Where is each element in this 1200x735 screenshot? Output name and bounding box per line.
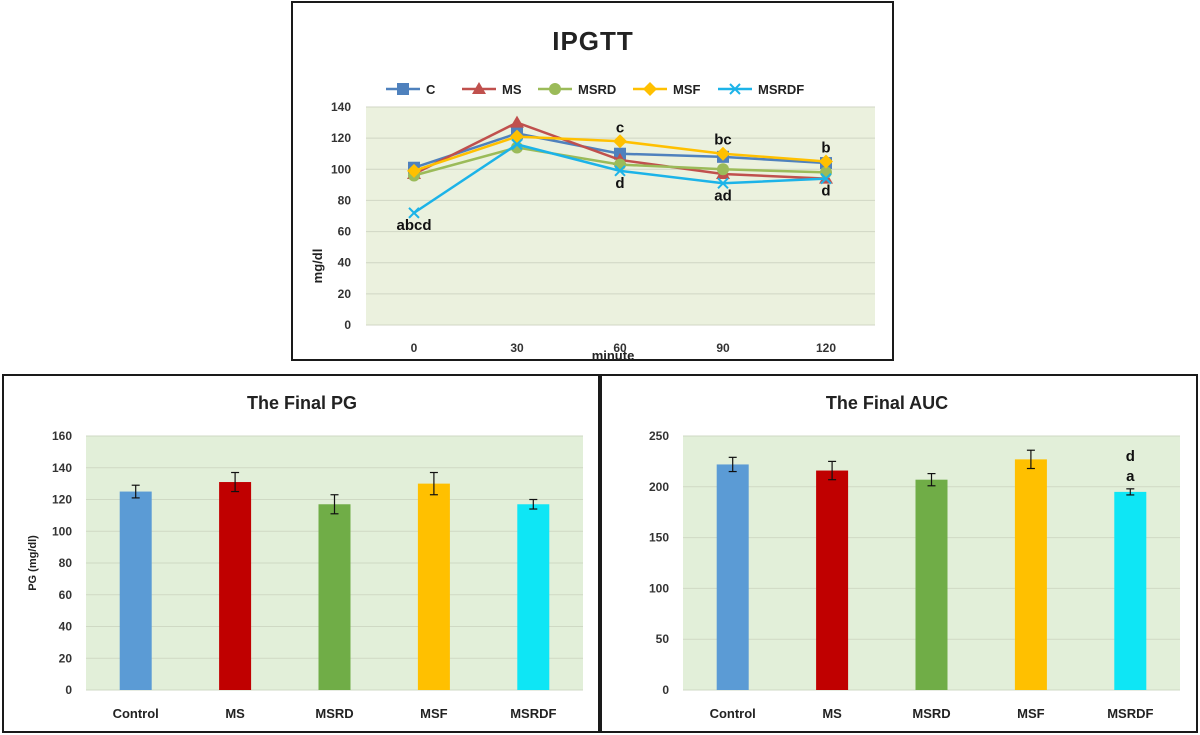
legend-label-c: C — [426, 82, 436, 97]
y-axis-label: mg/dl — [310, 249, 325, 284]
x-tick-label: 0 — [411, 341, 418, 355]
x-axis-label: minute — [592, 348, 635, 363]
bar-msrdf — [517, 504, 550, 690]
category-label: MSRDF — [1107, 706, 1153, 721]
significance-label: d — [615, 175, 624, 192]
bar-control — [716, 464, 749, 690]
category-label: MSF — [1017, 706, 1045, 721]
chart-title: The Final PG — [247, 393, 357, 413]
legend-marker-ms — [472, 82, 486, 94]
y-tick-label: 50 — [656, 632, 670, 646]
x-tick-label: 60 — [613, 341, 627, 355]
y-tick-label: 60 — [59, 588, 73, 602]
y-tick-label: 250 — [649, 429, 669, 443]
y-tick-label: 140 — [331, 100, 351, 114]
data-point-msf — [716, 146, 730, 161]
y-tick-label: 20 — [338, 287, 352, 301]
data-point-msf — [819, 154, 833, 169]
significance-label: a — [1126, 468, 1135, 485]
significance-label: ad — [714, 187, 732, 204]
final-auc-bar-chart: The Final AUC 0 50 100 150 200 250 Control MS M… — [649, 393, 1180, 721]
chart-legend: C MS MSRD MSF MSRDF — [386, 82, 804, 97]
final-pg-bar-chart: The Final PG 0 20 40 60 80 100 120 140 160 Contr… — [27, 393, 583, 721]
bar-msf — [417, 483, 450, 690]
y-tick-label: 40 — [59, 620, 73, 634]
y-tick-label: 80 — [338, 193, 352, 207]
y-tick-label: 140 — [52, 461, 72, 475]
bar-msf — [1014, 459, 1047, 690]
data-point-msrdf — [408, 207, 420, 219]
bar-control — [119, 491, 152, 690]
y-tick-label: 0 — [344, 318, 351, 332]
x-tick-label: 120 — [816, 341, 836, 355]
y-tick-label: 0 — [662, 683, 669, 697]
chart-title: IPGTT — [552, 26, 634, 56]
significance-label: abcd — [396, 217, 431, 234]
category-label: MS — [225, 706, 245, 721]
category-label: MSRD — [315, 706, 353, 721]
category-label: Control — [710, 706, 756, 721]
y-axis-label: PG (mg/dl) — [27, 535, 39, 591]
y-tick-label: 150 — [649, 531, 669, 545]
bar-msrd — [915, 479, 948, 690]
legend-label-msrdf: MSRDF — [758, 82, 804, 97]
legend-marker-msrd — [549, 83, 561, 95]
legend-label-ms: MS — [502, 82, 522, 97]
ipgtt-line-chart: IPGTT C MS MSRD MSF MSRDF 0 20 40 60 80 100 120 140… — [310, 26, 875, 363]
y-tick-label: 60 — [338, 225, 352, 239]
significance-label: d — [1126, 448, 1135, 465]
final-pg-chart-panel: The Final PG 0 20 40 60 80 100 120 140 160 Contr… — [2, 374, 600, 733]
significance-label: c — [616, 119, 624, 136]
y-tick-label: 20 — [59, 651, 73, 665]
y-tick-label: 80 — [59, 556, 73, 570]
data-point-msrdf — [614, 165, 626, 177]
data-point-msrdf — [511, 138, 523, 151]
bar-ms — [816, 470, 849, 690]
data-point-ms — [510, 115, 524, 128]
data-point-msrdf — [820, 172, 832, 185]
category-label: MS — [822, 706, 842, 721]
significance-label: bc — [714, 132, 732, 149]
legend-marker-c — [397, 83, 409, 95]
ipgtt-chart-panel: IPGTT C MS MSRD MSF MSRDF 0 20 40 60 80 100 120 140… — [291, 1, 894, 363]
data-point-msf — [407, 163, 421, 178]
x-tick-label: 90 — [716, 341, 730, 355]
y-tick-label: 0 — [65, 683, 72, 697]
final-auc-chart-panel: The Final AUC 0 50 100 150 200 250 Control MS M… — [600, 374, 1198, 733]
legend-marker-msrdf — [729, 83, 741, 95]
y-tick-label: 100 — [649, 581, 669, 595]
y-tick-label: 100 — [331, 162, 351, 176]
bar-msrdf — [1114, 491, 1147, 690]
legend-label-msrd: MSRD — [578, 82, 616, 97]
category-label: MSRDF — [510, 706, 556, 721]
category-label: Control — [113, 706, 159, 721]
data-point-msf — [613, 134, 627, 149]
y-tick-label: 100 — [52, 524, 72, 538]
y-tick-label: 160 — [52, 429, 72, 443]
category-label: MSRD — [912, 706, 950, 721]
legend-label-msf: MSF — [673, 82, 701, 97]
bar-ms — [219, 482, 252, 690]
significance-label: b — [821, 140, 830, 157]
y-tick-label: 40 — [338, 256, 352, 270]
bar-msrd — [318, 504, 351, 690]
significance-label: d — [821, 183, 830, 200]
legend-marker-msf — [643, 82, 657, 96]
x-tick-label: 30 — [510, 341, 524, 355]
data-point-msrd — [717, 163, 729, 176]
data-point-msrdf — [717, 177, 729, 190]
y-tick-label: 120 — [331, 131, 351, 145]
category-label: MSF — [420, 706, 448, 721]
y-tick-label: 120 — [52, 493, 72, 507]
y-tick-label: 200 — [649, 480, 669, 494]
chart-title: The Final AUC — [826, 393, 948, 413]
